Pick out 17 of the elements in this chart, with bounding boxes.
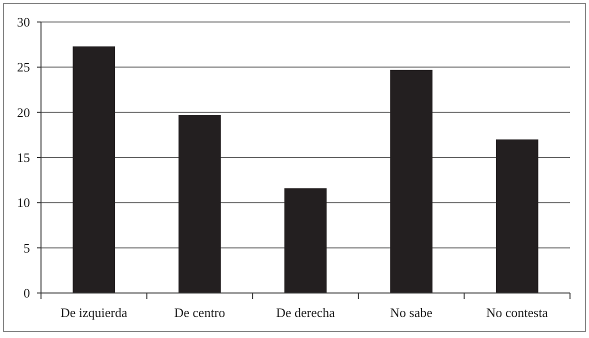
y-tick-label: 10 (17, 195, 30, 210)
y-tick-label: 20 (17, 104, 30, 120)
x-tick-label: No sabe (390, 305, 433, 320)
bar (496, 139, 538, 293)
y-tick-label: 15 (17, 150, 30, 166)
bar (284, 188, 327, 293)
bar (72, 46, 116, 293)
y-tick-label: 30 (17, 14, 30, 30)
bar (178, 115, 221, 293)
x-tick-label: De derecha (276, 305, 336, 320)
bar (390, 70, 432, 293)
y-tick-label: 0 (24, 286, 30, 301)
x-tick-label: De izquierda (60, 305, 128, 320)
x-tick-label: De centro (174, 305, 226, 320)
y-tick-label: 25 (17, 60, 30, 75)
x-tick-label: No contesta (486, 305, 548, 320)
y-tick-label: 5 (24, 240, 30, 256)
